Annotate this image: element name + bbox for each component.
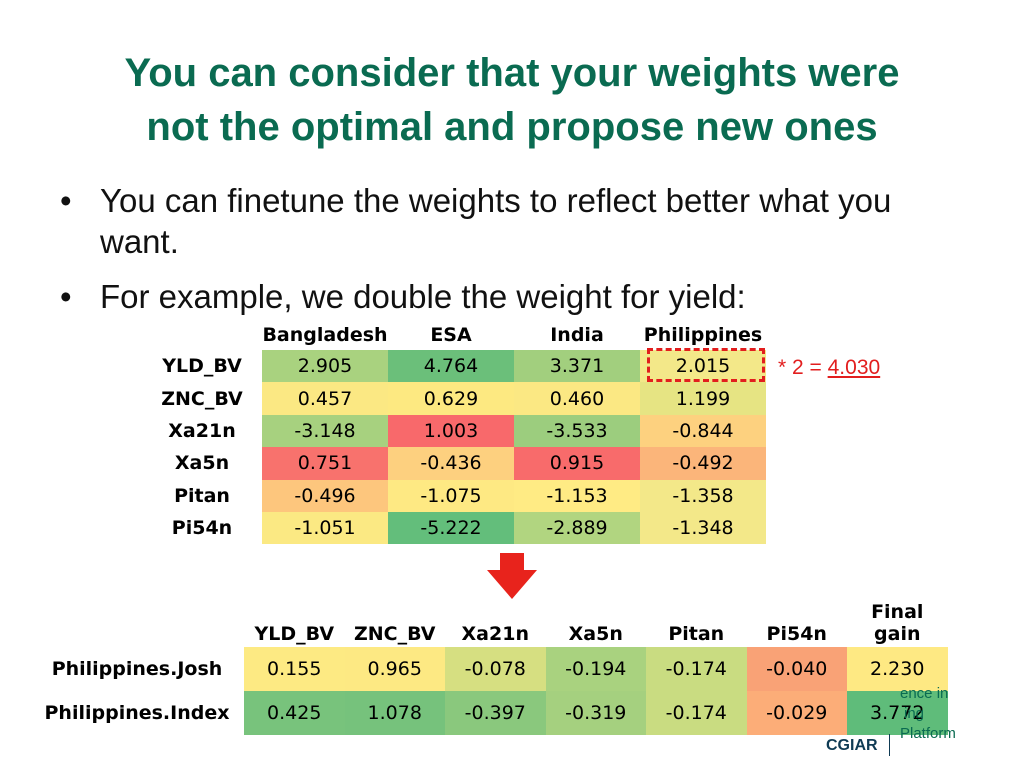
- row-header: YLD_BV: [162, 355, 242, 378]
- table-cell: 0.425: [244, 691, 345, 735]
- logo-fragment-line: ence in: [900, 685, 949, 702]
- column-header: Final gain: [847, 583, 948, 647]
- column-header: Philippines: [643, 324, 763, 346]
- table-cell: 4.764: [388, 350, 514, 383]
- table-cell: -3.533: [514, 414, 640, 448]
- annotation-value: 4.030: [827, 356, 881, 379]
- table-cell: -0.174: [646, 691, 747, 735]
- gains-header-row: YLD_BV ZNC_BV Xa21n Xa5n Pitan Pi54n Fin…: [30, 583, 948, 647]
- table-cell: 0.751: [262, 447, 388, 480]
- table-cell: -0.078: [445, 647, 546, 691]
- table-cell: 2.905: [262, 350, 388, 383]
- column-header: Xa21n: [461, 623, 529, 645]
- table-cell: 0.629: [388, 382, 514, 415]
- table-cell: 0.155: [244, 647, 345, 691]
- table-row: Pitan -0.496 -1.075 -1.153 -1.358: [142, 479, 766, 512]
- gains-corner: [30, 583, 244, 647]
- table-row: Pi54n -1.051 -5.222 -2.889 -1.348: [142, 511, 766, 545]
- column-header-word: gain: [874, 623, 921, 645]
- row-header: Pi54n: [171, 517, 233, 540]
- row-header: ZNC_BV: [161, 387, 243, 410]
- bullet-list: • You can finetune the weights to reflect…: [58, 180, 938, 331]
- down-arrow-shape: [487, 553, 537, 599]
- table-cell: -0.436: [388, 447, 514, 480]
- bullet-item: • You can finetune the weights to reflect…: [58, 180, 938, 262]
- table-cell: -0.174: [646, 647, 747, 691]
- gains-table: YLD_BV ZNC_BV Xa21n Xa5n Pitan Pi54n Fin…: [30, 583, 948, 735]
- column-header: ESA: [430, 324, 472, 346]
- table-cell: 3.371: [514, 350, 640, 383]
- table-row: Xa5n 0.751 -0.436 0.915 -0.492: [142, 447, 766, 480]
- table-cell: -5.222: [388, 511, 514, 545]
- title-line-1: You can consider that your weights were: [124, 51, 900, 95]
- row-header: Pitan: [174, 484, 230, 507]
- table-row: YLD_BV 2.905 4.764 3.371 2.015: [142, 350, 766, 383]
- logo-fragment-line: Platform: [900, 725, 956, 742]
- table-cell: -1.358: [640, 479, 766, 512]
- table-cell: 2.015: [640, 350, 766, 383]
- table-row: ZNC_BV 0.457 0.629 0.460 1.199: [142, 382, 766, 415]
- table-cell: 0.915: [514, 447, 640, 480]
- table-cell: -0.496: [262, 479, 388, 512]
- weights-header-row: Bangladesh ESA India Philippines: [142, 320, 766, 350]
- column-header: Bangladesh: [262, 324, 388, 346]
- column-header: Xa5n: [568, 623, 623, 645]
- table-cell: 3.772: [847, 691, 948, 735]
- table-cell: 0.457: [262, 382, 388, 415]
- table-cell: -0.194: [545, 647, 646, 691]
- table-cell: 0.460: [514, 382, 640, 415]
- column-header: Pitan: [668, 623, 725, 645]
- table-cell: 0.965: [344, 647, 445, 691]
- row-header: Philippines.Josh: [51, 658, 223, 680]
- row-header: Philippines.Index: [44, 702, 230, 724]
- table-cell: -1.348: [640, 511, 766, 545]
- table-cell: -3.148: [262, 414, 388, 448]
- logo-divider: [889, 734, 890, 756]
- yield-doubling-annotation: * 2 = 4.030: [778, 356, 880, 380]
- table-row: Xa21n -3.148 1.003 -3.533 -0.844: [142, 414, 766, 448]
- bullet-dot-icon: •: [60, 278, 72, 315]
- table-cell: -0.040: [746, 647, 847, 691]
- table-cell: -0.492: [640, 447, 766, 480]
- column-header: YLD_BV: [254, 623, 335, 645]
- platform-logo-text: ence in ing Platform: [900, 684, 956, 744]
- table-row: Philippines.Index 0.425 1.078 -0.397 -0.…: [30, 691, 948, 735]
- table-cell: 1.199: [640, 382, 766, 415]
- bullet-text: You can finetune the weights to reflect …: [100, 182, 892, 260]
- column-header-word: Final: [871, 601, 924, 623]
- slide-title: You can consider that your weights were …: [40, 46, 984, 154]
- row-header: Xa21n: [168, 419, 236, 442]
- annotation-prefix: * 2 =: [778, 356, 828, 379]
- table-cell: -0.319: [545, 691, 646, 735]
- table-cell: -1.075: [388, 479, 514, 512]
- weights-table: Bangladesh ESA India Philippines YLD_BV …: [142, 320, 766, 545]
- bullet-text: For example, we double the weight for yi…: [100, 278, 746, 315]
- column-header: Pi54n: [766, 623, 827, 645]
- logo-fragment-line: ing: [904, 705, 925, 722]
- table-cell: -1.051: [262, 511, 388, 545]
- table-cell: 1.078: [344, 691, 445, 735]
- table-cell: -0.397: [445, 691, 546, 735]
- row-header: Xa5n: [174, 452, 230, 475]
- table-cell: -1.153: [514, 479, 640, 512]
- table-cell: -0.844: [640, 414, 766, 448]
- table-cell: 2.230: [847, 647, 948, 691]
- highlight-dashed-box: [647, 348, 765, 382]
- down-arrow-icon: [487, 553, 537, 604]
- bullet-item: • For example, we double the weight for y…: [58, 276, 938, 317]
- table-cell: -0.029: [746, 691, 847, 735]
- bullet-dot-icon: •: [60, 182, 72, 219]
- column-header: India: [550, 324, 604, 346]
- table-row: Philippines.Josh 0.155 0.965 -0.078 -0.1…: [30, 647, 948, 691]
- cgiar-logo: CGIAR: [826, 737, 878, 754]
- title-line-2: not the optimal and propose new ones: [146, 105, 878, 149]
- table-cell: -2.889: [514, 511, 640, 545]
- weights-corner: [142, 320, 262, 350]
- column-header: ZNC_BV: [353, 623, 436, 645]
- table-cell: 1.003: [388, 414, 514, 448]
